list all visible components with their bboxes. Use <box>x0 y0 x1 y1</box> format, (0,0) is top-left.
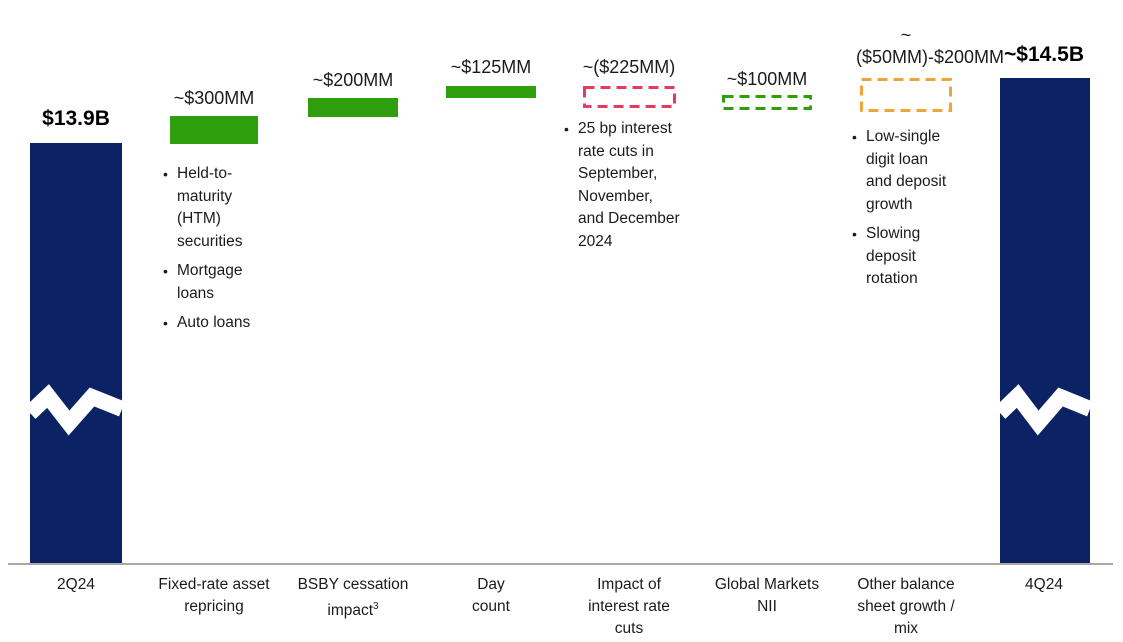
category-label-4q24: 4Q24 <box>1025 576 1063 593</box>
bar-value-label-bsby-cessation-impact: ~$200MM <box>312 70 394 90</box>
category-label-other-balance-sheet-growth-mix: Other balance sheet growth / mix <box>857 576 955 637</box>
bullet-list-impact-of-interest-rate-cuts: 25 bp interest rate cuts in September, N… <box>563 118 680 253</box>
category-label-impact-of-interest-rate-cuts: Impact of interest rate cuts <box>588 576 670 637</box>
bullet-item: Low-single digit loan and deposit growth <box>851 126 951 216</box>
category-label-2q24: 2Q24 <box>57 576 95 593</box>
axis-break-zigzag <box>1000 384 1090 436</box>
bar-value-label-fixed-rate-asset-repricing: ~$300MM <box>173 88 255 108</box>
bullet-item: Slowing deposit rotation <box>851 223 951 291</box>
dashed-box-outline <box>860 78 952 112</box>
bullet-item: Mortgage loans <box>162 260 257 305</box>
delta-bar-fixed-rate-asset-repricing <box>170 116 258 144</box>
bullet-item: 25 bp interest rate cuts in September, N… <box>563 118 680 253</box>
x-axis-line <box>8 563 1113 565</box>
category-label-fixed-rate-asset-repricing: Fixed-rate asset repricing <box>158 576 270 615</box>
bar-value-label-day-count: ~$125MM <box>450 57 532 77</box>
axis-break-zigzag <box>30 384 122 436</box>
total-bar-4q24 <box>1000 78 1090 563</box>
delta-bar-day-count <box>446 86 536 98</box>
bar-value-label-impact-of-interest-rate-cuts: ~($225MM) <box>582 57 676 77</box>
dashed-box-outline <box>583 86 676 108</box>
delta-bar-bsby-cessation-impact <box>308 98 398 117</box>
estimate-box-other-balance-sheet-growth-mix <box>860 78 952 112</box>
bullet-item: Held-to-maturity (HTM) securities <box>162 163 257 253</box>
category-label-day-count: Day count <box>472 576 510 615</box>
total-bar-2q24 <box>30 143 122 563</box>
bar-value-label-4q24: ~$14.5B <box>1004 43 1084 66</box>
category-label-global-markets-nii: Global Markets NII <box>714 576 820 615</box>
footnote-marker: 3 <box>373 601 379 612</box>
estimate-box-impact-of-interest-rate-cuts <box>583 86 676 108</box>
estimate-box-global-markets-nii <box>722 95 812 110</box>
bullet-list-other-balance-sheet-growth-mix: Low-single digit loan and deposit growth… <box>851 126 951 291</box>
bullet-item: Auto loans <box>162 312 257 335</box>
bar-value-label-global-markets-nii: ~$100MM <box>726 69 808 89</box>
category-label-bsby-cessation-impact: BSBY cessation impact3 <box>297 576 409 620</box>
bullet-list-fixed-rate-asset-repricing: Held-to-maturity (HTM) securities Mortgag… <box>162 163 257 335</box>
bar-value-label-2q24: $13.9B <box>42 107 110 130</box>
dashed-box-outline <box>722 95 812 110</box>
bar-value-label-other-balance-sheet-growth-mix: ~($50MM)-$200MM <box>856 25 1005 67</box>
